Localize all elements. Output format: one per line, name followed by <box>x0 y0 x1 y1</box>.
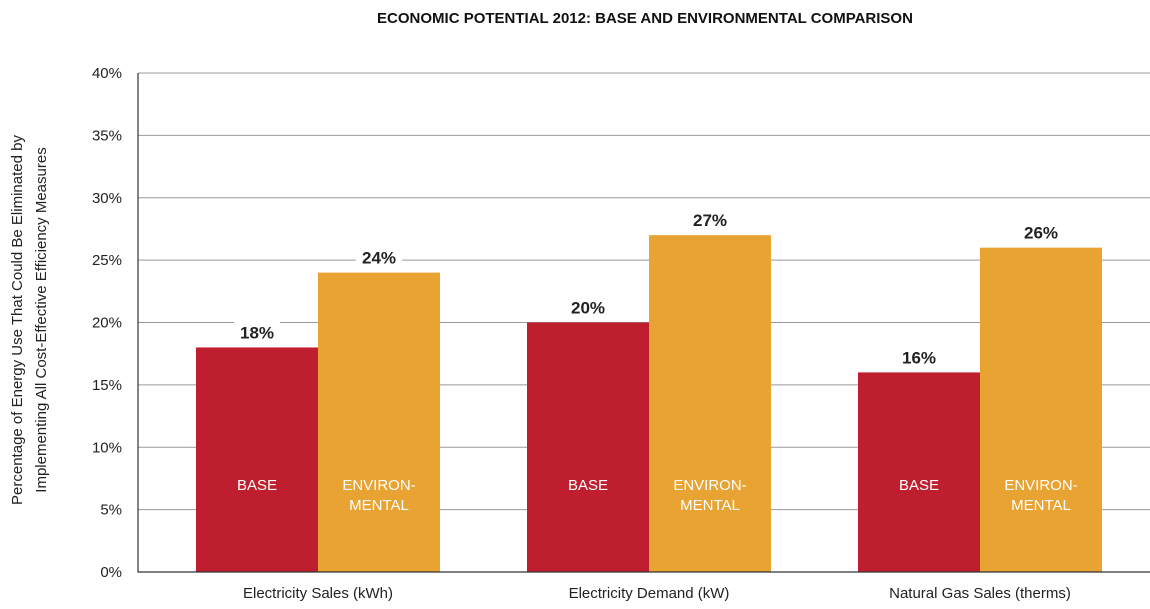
value-label: 18% <box>240 323 274 342</box>
series-label: MENTAL <box>680 497 740 514</box>
bar-environmental <box>649 235 771 573</box>
bar-environmental <box>318 272 440 572</box>
value-label-bg <box>687 209 733 231</box>
value-label-bg <box>356 246 402 268</box>
axis-lines <box>137 73 1150 573</box>
y-tick-label: 10% <box>92 439 122 456</box>
series-label: MENTAL <box>349 497 409 514</box>
bar-base <box>858 372 980 572</box>
category-label: Electricity Sales (kWh) <box>243 585 393 602</box>
series-label: ENVIRON- <box>342 477 415 494</box>
value-label-bg <box>234 321 280 343</box>
value-label: 20% <box>571 299 605 318</box>
series-label: BASE <box>237 477 277 494</box>
y-tick-label: 35% <box>92 127 122 144</box>
y-tick-label: 15% <box>92 377 122 394</box>
value-label: 16% <box>902 348 936 367</box>
y-tick-label: 30% <box>92 190 122 207</box>
y-tick-label: 40% <box>92 65 122 82</box>
bar-labels: 18% BASE 24% ENVIRON- MENTAL 20% BASE 27% ENVIRO… <box>234 209 1078 514</box>
series-label: BASE <box>899 477 939 494</box>
value-label: 27% <box>693 211 727 230</box>
value-label: 26% <box>1024 224 1058 243</box>
series-label: ENVIRON- <box>1004 477 1077 494</box>
y-axis-label-line-2: Implementing All Cost-Effective Efficien… <box>33 147 50 492</box>
category-labels: Electricity Sales (kWh) Electricity Deman… <box>243 585 1071 602</box>
y-tick-label: 5% <box>100 502 122 519</box>
series-label: MENTAL <box>1011 497 1071 514</box>
series-label: ENVIRON- <box>673 477 746 494</box>
bar-base <box>527 322 649 572</box>
value-label-bg <box>1018 221 1064 243</box>
category-label: Electricity Demand (kW) <box>569 585 730 602</box>
bar-base <box>196 347 318 572</box>
chart-title: ECONOMIC POTENTIAL 2012: BASE AND ENVIRO… <box>377 10 913 27</box>
value-label: 24% <box>362 249 396 268</box>
bar-environmental <box>980 247 1102 572</box>
bars <box>196 235 1102 573</box>
y-tick-label: 25% <box>92 252 122 269</box>
y-tick-label: 0% <box>100 564 122 581</box>
y-axis-label-line-1: Percentage of Energy Use That Could Be E… <box>9 135 26 505</box>
category-label: Natural Gas Sales (therms) <box>889 585 1071 602</box>
value-label-bg <box>896 346 942 368</box>
y-tick-label: 20% <box>92 315 122 332</box>
y-tick-labels: 0% 5% 10% 15% 20% 25% 30% 35% 40% <box>92 65 122 581</box>
series-label: BASE <box>568 477 608 494</box>
value-label-bg <box>565 296 611 318</box>
